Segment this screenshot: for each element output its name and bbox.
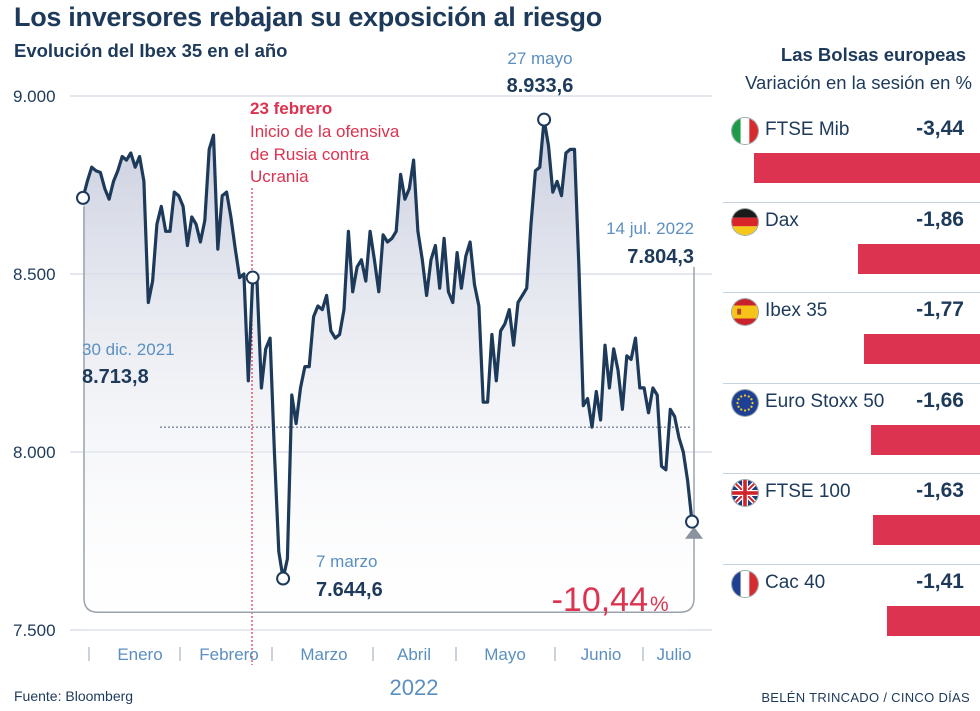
data-point-marker [276, 571, 291, 586]
invasion-date-label: 23 febrero [250, 99, 332, 118]
y-tick-label: 7.500 [13, 621, 56, 640]
chart-title: Los inversores rebajan su exposición al … [14, 2, 602, 32]
year-label: 2022 [390, 675, 439, 700]
total-change-unit: % [650, 593, 669, 616]
market-change: -1,63 [916, 479, 964, 502]
market-row: FTSE 100 -1,63 [723, 473, 980, 564]
source-note: Fuente: Bloomberg [14, 688, 134, 704]
market-row: FTSE Mib -3,44 [723, 112, 980, 202]
markets-panel: FTSE Mib -3,44 Dax -1,86 Ibex 35 -1,77 E… [723, 112, 980, 654]
invasion-text-line1: Inicio de la ofensiva [250, 122, 400, 141]
end-value-label: 7.804,3 [627, 246, 694, 268]
market-name: FTSE 100 [765, 481, 851, 502]
market-change: -1,77 [916, 298, 964, 321]
market-change-bar [872, 515, 980, 545]
peak-date-label: 27 mayo [507, 49, 572, 68]
market-change-bar [870, 424, 980, 455]
month-label: Junio [581, 645, 622, 664]
market-name: Euro Stoxx 50 [765, 390, 885, 412]
y-tick-label: 8.500 [13, 265, 56, 284]
arrow-up-icon [685, 526, 703, 539]
chart-subtitle: Evolución del Ibex 35 en el año [14, 40, 288, 61]
france-flag-icon [732, 570, 758, 597]
market-change-bar [887, 605, 980, 636]
ibex-series-line [81, 118, 694, 581]
market-row: Ibex 35 -1,77 [723, 292, 980, 383]
y-tick-label: 9.000 [13, 87, 56, 106]
low-date-label: 7 marzo [316, 552, 377, 571]
peak-value-label: 8.933,6 [507, 75, 574, 97]
month-label: Mayo [484, 645, 526, 664]
market-change-bar [754, 153, 980, 183]
market-change-bar [863, 334, 980, 364]
month-label: Febrero [199, 645, 259, 664]
author-credit: BELÉN TRINCADO / CINCO DÍAS [761, 690, 970, 705]
invasion-text-line2: de Rusia contra [250, 145, 370, 164]
market-change: -1,41 [916, 569, 964, 593]
month-label: Abril [397, 645, 431, 664]
market-row: Euro Stoxx 50 -1,66 [723, 382, 980, 474]
data-point-marker [685, 514, 699, 529]
start-date-label: 30 dic. 2021 [82, 340, 175, 359]
month-label: Marzo [300, 645, 347, 664]
markets-title: Las Bolsas europeas [780, 44, 966, 65]
market-change-bar [857, 243, 980, 274]
market-row: Cac 40 -1,41 [723, 563, 980, 655]
total-change-number: -10,44 [552, 581, 648, 619]
market-row: Dax -1,86 [723, 201, 980, 293]
y-tick-label: 8.000 [13, 443, 56, 462]
market-change: -3,44 [916, 117, 964, 140]
market-name: Ibex 35 [765, 300, 828, 321]
ibex-line-chart: 9.000 8.500 8.000 7.500 Enero Febrero Marzo Ab… [13, 49, 712, 700]
eu-flag-icon [732, 389, 758, 416]
germany-flag-icon [732, 208, 758, 235]
end-date-label: 14 jul. 2022 [606, 219, 694, 238]
market-name: FTSE Mib [765, 119, 850, 140]
uk-flag-icon [732, 480, 758, 506]
data-point-marker [245, 270, 260, 285]
market-change: -1,66 [916, 388, 964, 412]
italy-flag-icon [732, 118, 758, 144]
total-change-label: -10,44 [552, 581, 648, 619]
spain-flag-icon [732, 299, 758, 325]
invasion-text-line3: Ucrania [250, 167, 309, 186]
market-change: -1,86 [916, 207, 964, 231]
month-label: Enero [117, 645, 162, 664]
area-fill [83, 119, 692, 630]
month-label: Julio [657, 645, 692, 664]
market-name: Cac 40 [765, 571, 826, 593]
markets-subtitle: Variación en la sesión en % [745, 72, 972, 93]
low-value-label: 7.644,6 [316, 579, 383, 601]
market-name: Dax [765, 209, 799, 231]
data-point-marker [76, 190, 90, 205]
data-point-marker [537, 112, 552, 127]
start-value-label: 8.713,8 [82, 366, 149, 388]
